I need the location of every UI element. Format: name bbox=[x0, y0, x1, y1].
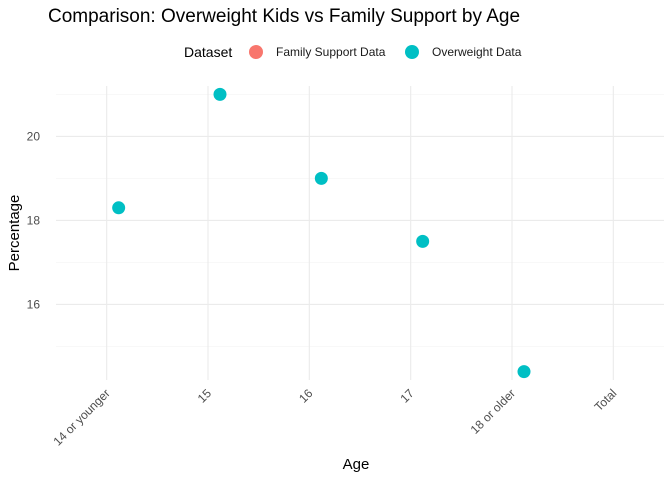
legend-label-family-support: Family Support Data bbox=[276, 45, 386, 59]
data-point bbox=[517, 365, 531, 379]
legend: Dataset Family Support Data Overweight D… bbox=[184, 44, 522, 60]
x-axis-title: Age bbox=[343, 456, 370, 473]
y-axis-ticks: 16 18 20 bbox=[27, 129, 41, 311]
x-tick-label: Total bbox=[592, 386, 620, 414]
y-tick-label: 20 bbox=[27, 129, 41, 143]
data-points bbox=[112, 87, 531, 379]
x-axis-ticks: 14 or younger 15 16 17 18 or older Total bbox=[51, 386, 620, 448]
y-tick-label: 18 bbox=[27, 213, 41, 227]
data-point bbox=[112, 201, 126, 215]
x-tick-label: 14 or younger bbox=[51, 386, 113, 448]
data-point bbox=[416, 234, 430, 248]
data-point bbox=[213, 87, 227, 101]
legend-label-overweight: Overweight Data bbox=[432, 45, 522, 59]
x-tick-label: 16 bbox=[296, 386, 316, 406]
x-tick-label: 17 bbox=[397, 386, 417, 406]
legend-title: Dataset bbox=[184, 44, 232, 60]
legend-key-overweight bbox=[405, 45, 419, 59]
chart-title: Comparison: Overweight Kids vs Family Su… bbox=[48, 6, 520, 27]
x-tick-label: 15 bbox=[195, 386, 215, 406]
y-tick-label: 16 bbox=[27, 297, 41, 311]
y-axis-title: Percentage bbox=[6, 195, 23, 272]
legend-key-family-support bbox=[249, 45, 263, 59]
data-point bbox=[314, 171, 328, 185]
grid bbox=[56, 86, 664, 380]
x-tick-label: 18 or older bbox=[468, 386, 518, 436]
